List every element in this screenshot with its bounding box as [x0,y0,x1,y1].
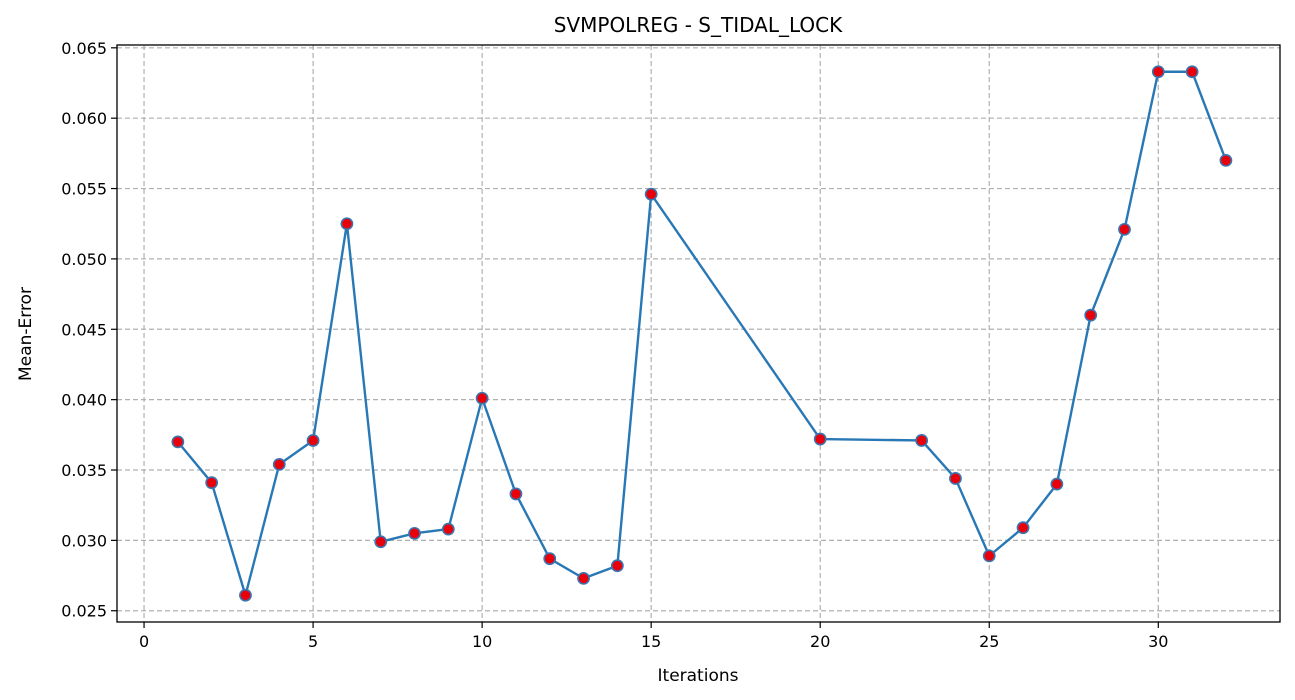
data-point [644,187,658,201]
data-point [1084,308,1098,322]
x-tick-label: 15 [641,632,661,651]
series-layer [171,65,1233,602]
data-point [813,432,827,446]
chart-title: SVMPOLREG - S_TIDAL_LOCK [554,13,843,37]
data-point [272,457,286,471]
data-point [1016,521,1030,535]
x-tick-label: 10 [472,632,492,651]
data-point [949,472,962,485]
x-tick-label: 0 [139,632,149,651]
series-line [176,70,1228,597]
y-tick-label: 0.030 [61,531,107,550]
y-tick-label: 0.040 [61,391,107,410]
y-tick-label: 0.050 [61,250,107,269]
data-point [205,476,219,490]
data-point [577,571,590,585]
data-point [1050,477,1064,491]
data-point [239,588,252,602]
plot-frame [116,44,1281,623]
data-point [915,434,929,447]
data-point [408,526,421,540]
x-tick-label: 5 [308,632,318,651]
x-axis-label: Iterations [658,666,739,686]
y-tick-label: 0.035 [61,461,107,480]
data-point [374,535,388,549]
y-tick-label: 0.055 [61,180,107,199]
y-tick-label: 0.065 [61,39,107,58]
x-tick-label: 20 [810,632,830,651]
data-point [475,391,489,405]
data-point [509,487,523,501]
data-point [1151,65,1165,79]
data-point [1185,65,1199,79]
data-point [441,522,455,536]
data-point [543,552,557,566]
x-tick-label: 30 [1148,632,1168,651]
grid [117,45,1280,622]
data-point [171,435,185,449]
y-tick-label: 0.025 [61,602,107,621]
x-tick-label: 25 [979,632,999,651]
y-axis-label: Mean-Error [16,287,36,381]
data-point [982,549,996,563]
data-point [1219,153,1233,167]
axis-ticks: 0 5 10 15 20 25 30 0.025 0.030 0.035 0.040 0.045 0.0… [61,39,1168,651]
y-tick-label: 0.060 [61,109,107,128]
data-point [306,434,320,447]
y-tick-label: 0.045 [61,320,107,339]
data-point [1118,222,1131,236]
data-point [610,559,624,573]
data-point [340,217,354,231]
